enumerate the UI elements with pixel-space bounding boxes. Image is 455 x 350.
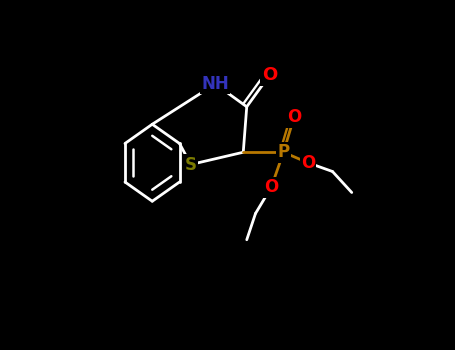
Text: O: O [287, 108, 301, 126]
Text: P: P [278, 143, 289, 161]
Text: S: S [185, 155, 197, 174]
Text: O: O [301, 154, 315, 172]
Text: O: O [264, 178, 278, 196]
Text: O: O [262, 66, 277, 84]
Text: NH: NH [202, 75, 229, 93]
